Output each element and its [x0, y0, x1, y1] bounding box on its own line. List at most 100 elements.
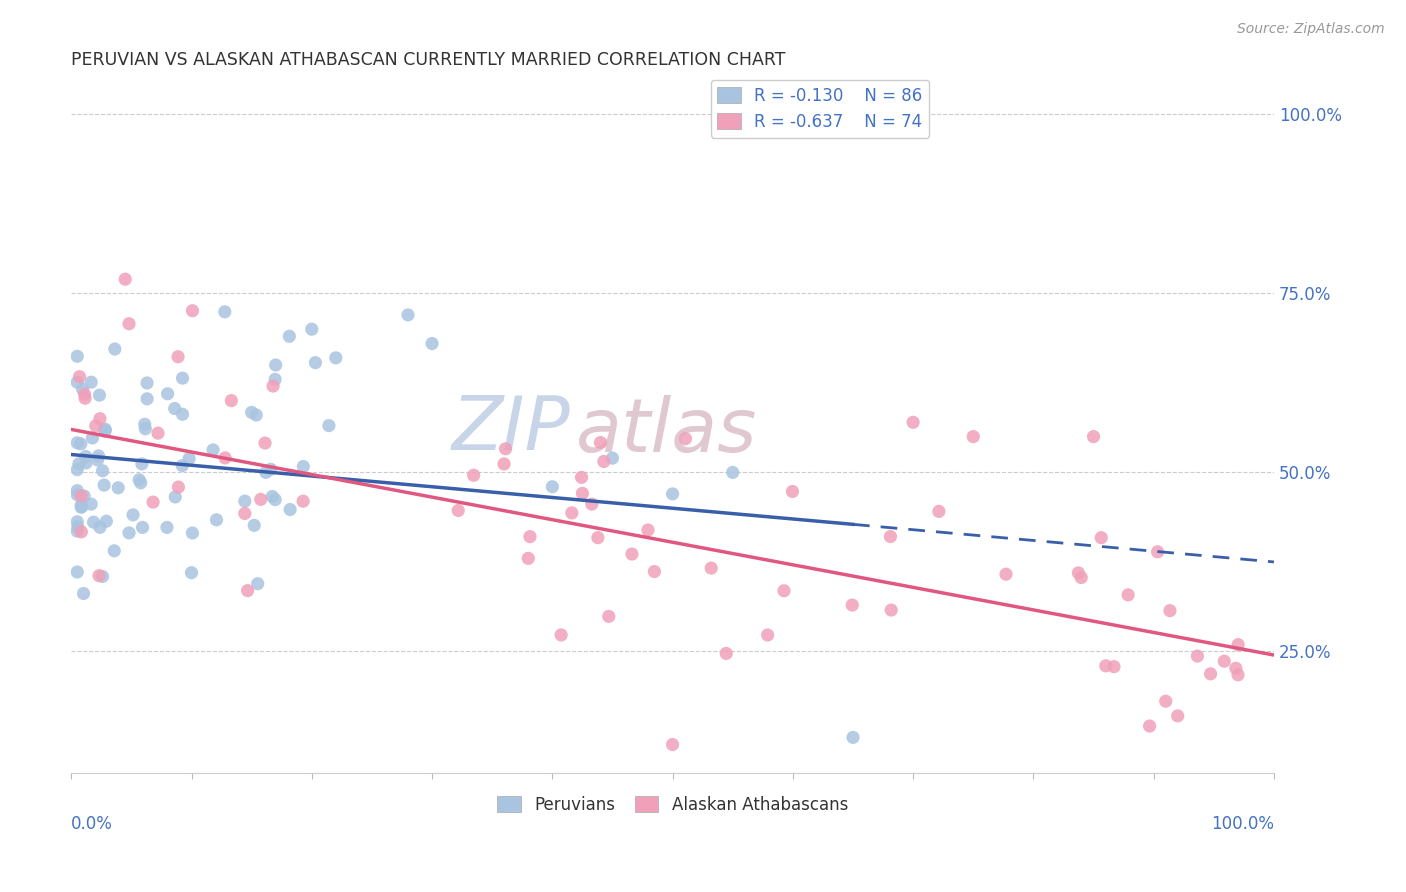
Point	[96, 514, 118, 528]
Point	[146, 426, 169, 441]
Point	[598, 609, 620, 624]
Point	[66, 524, 89, 538]
Point	[167, 350, 190, 364]
Point	[67, 457, 90, 471]
Point	[72, 586, 94, 600]
Point	[89, 411, 111, 425]
Point	[1139, 719, 1161, 733]
Point	[94, 422, 117, 436]
Point	[70, 500, 93, 514]
Point	[1146, 545, 1168, 559]
Point	[103, 543, 125, 558]
Point	[233, 507, 256, 521]
Point	[661, 487, 683, 501]
Text: atlas: atlas	[576, 395, 758, 467]
Point	[66, 520, 89, 534]
Point	[118, 525, 141, 540]
Point	[73, 489, 96, 503]
Point	[70, 489, 93, 503]
Text: Source: ZipAtlas.com: Source: ZipAtlas.com	[1237, 22, 1385, 37]
Point	[83, 515, 105, 529]
Point	[494, 457, 516, 471]
Point	[1227, 667, 1250, 681]
Point	[602, 451, 624, 466]
Point	[879, 530, 901, 544]
Point	[107, 481, 129, 495]
Point	[264, 358, 287, 372]
Point	[221, 393, 243, 408]
Point	[73, 387, 96, 401]
Point	[84, 418, 107, 433]
Point	[1227, 638, 1250, 652]
Point	[589, 435, 612, 450]
Point	[66, 375, 89, 389]
Point	[131, 520, 153, 534]
Point	[292, 494, 315, 508]
Point	[94, 424, 117, 438]
Point	[420, 336, 443, 351]
Point	[318, 418, 340, 433]
Point	[87, 568, 110, 582]
Point	[89, 388, 111, 402]
Point	[236, 583, 259, 598]
Point	[586, 531, 609, 545]
Point	[561, 506, 583, 520]
Point	[661, 738, 683, 752]
Point	[69, 437, 91, 451]
Point	[82, 431, 104, 445]
Point	[167, 480, 190, 494]
Point	[541, 480, 564, 494]
Point	[136, 376, 159, 390]
Point	[75, 391, 97, 405]
Point	[163, 401, 186, 416]
Point	[1154, 694, 1177, 708]
Point	[66, 483, 89, 498]
Point	[156, 386, 179, 401]
Point	[246, 576, 269, 591]
Point	[756, 628, 779, 642]
Point	[519, 530, 541, 544]
Point	[72, 382, 94, 396]
Point	[75, 456, 97, 470]
Point	[447, 503, 470, 517]
Point	[75, 450, 97, 464]
Point	[262, 379, 284, 393]
Point	[91, 569, 114, 583]
Point	[205, 513, 228, 527]
Point	[842, 731, 865, 745]
Point	[202, 442, 225, 457]
Point	[66, 435, 89, 450]
Point	[1159, 604, 1181, 618]
Text: 100.0%: 100.0%	[1211, 815, 1274, 833]
Point	[70, 500, 93, 515]
Point	[880, 603, 903, 617]
Point	[128, 473, 150, 487]
Point	[214, 305, 236, 319]
Text: PERUVIAN VS ALASKAN ATHABASCAN CURRENTLY MARRIED CORRELATION CHART: PERUVIAN VS ALASKAN ATHABASCAN CURRENTLY…	[72, 51, 786, 69]
Point	[264, 492, 287, 507]
Point	[181, 303, 204, 318]
Point	[292, 459, 315, 474]
Point	[122, 508, 145, 522]
Point	[66, 462, 89, 476]
Point	[94, 423, 117, 437]
Point	[396, 308, 419, 322]
Point	[165, 490, 187, 504]
Point	[517, 551, 540, 566]
Point	[66, 488, 89, 502]
Point	[70, 524, 93, 539]
Point	[254, 436, 277, 450]
Point	[620, 547, 643, 561]
Point	[80, 375, 103, 389]
Point	[901, 415, 924, 429]
Point	[278, 502, 301, 516]
Point	[721, 466, 744, 480]
Point	[716, 647, 738, 661]
Point	[262, 490, 284, 504]
Point	[495, 442, 517, 456]
Point	[70, 498, 93, 512]
Point	[1213, 654, 1236, 668]
Point	[773, 583, 796, 598]
Point	[129, 475, 152, 490]
Point	[245, 408, 267, 422]
